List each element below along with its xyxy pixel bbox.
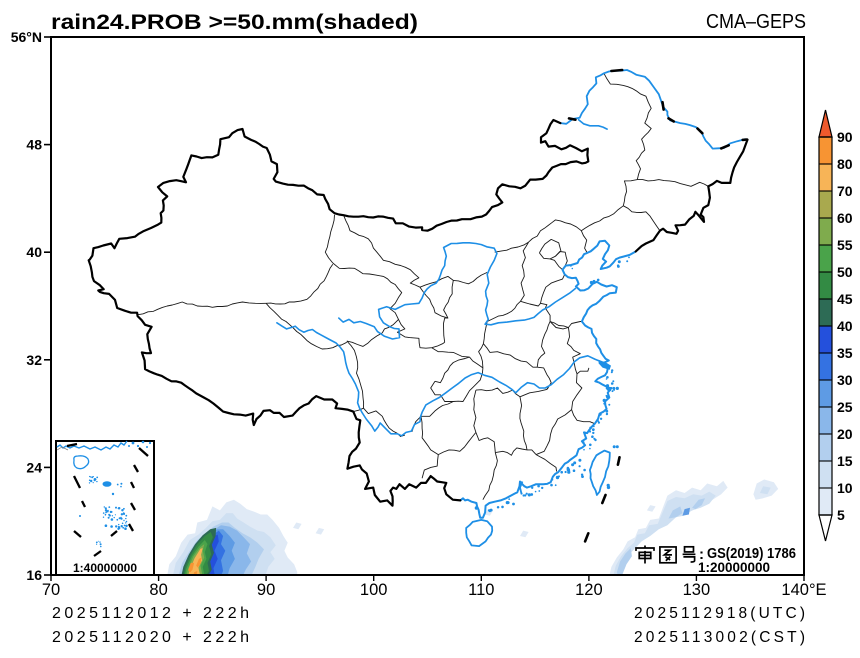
svg-text:25: 25 bbox=[837, 399, 853, 415]
svg-text:120: 120 bbox=[575, 581, 603, 599]
svg-text:90: 90 bbox=[257, 581, 275, 599]
svg-text:rain24.PROB >=50.mm(shaded): rain24.PROB >=50.mm(shaded) bbox=[51, 11, 418, 34]
svg-text:40: 40 bbox=[26, 244, 42, 260]
svg-text:10: 10 bbox=[837, 480, 853, 496]
svg-text:2025113002(CST): 2025113002(CST) bbox=[634, 629, 806, 646]
svg-text:15: 15 bbox=[837, 453, 853, 469]
svg-text:2025112918(UTC): 2025112918(UTC) bbox=[634, 605, 806, 622]
svg-text:130: 130 bbox=[683, 581, 711, 599]
svg-text:40: 40 bbox=[837, 318, 853, 334]
svg-text:16: 16 bbox=[26, 567, 42, 583]
svg-text:2025112012 + 222h: 2025112012 + 222h bbox=[52, 605, 250, 622]
svg-text:45: 45 bbox=[837, 291, 853, 307]
svg-text:50: 50 bbox=[837, 264, 853, 280]
svg-text:140°E: 140°E bbox=[781, 581, 826, 599]
svg-text:80: 80 bbox=[837, 156, 853, 172]
svg-text:90: 90 bbox=[837, 129, 853, 145]
svg-text:24: 24 bbox=[26, 459, 42, 475]
svg-text:2025112020 + 222h: 2025112020 + 222h bbox=[52, 629, 250, 646]
svg-text:80: 80 bbox=[149, 581, 167, 599]
svg-text:70: 70 bbox=[837, 183, 853, 199]
svg-text:70: 70 bbox=[42, 581, 60, 599]
svg-text:5: 5 bbox=[837, 507, 845, 523]
svg-text:1:40000000: 1:40000000 bbox=[73, 561, 137, 575]
svg-text:32: 32 bbox=[26, 352, 42, 368]
svg-text:56°N: 56°N bbox=[11, 29, 42, 45]
svg-text:100: 100 bbox=[360, 581, 388, 599]
svg-text:110: 110 bbox=[468, 581, 494, 599]
svg-text:30: 30 bbox=[837, 372, 853, 388]
svg-text:CMA–GEPS: CMA–GEPS bbox=[706, 11, 806, 33]
svg-text:55: 55 bbox=[837, 237, 853, 253]
svg-text:60: 60 bbox=[837, 210, 853, 226]
svg-text:48: 48 bbox=[26, 137, 42, 153]
svg-text:1:20000000: 1:20000000 bbox=[698, 560, 770, 575]
svg-text:20: 20 bbox=[837, 426, 853, 442]
svg-text:GS(2019) 1786: GS(2019) 1786 bbox=[707, 546, 796, 562]
svg-text:35: 35 bbox=[837, 345, 853, 361]
svg-text::: : bbox=[699, 546, 704, 563]
